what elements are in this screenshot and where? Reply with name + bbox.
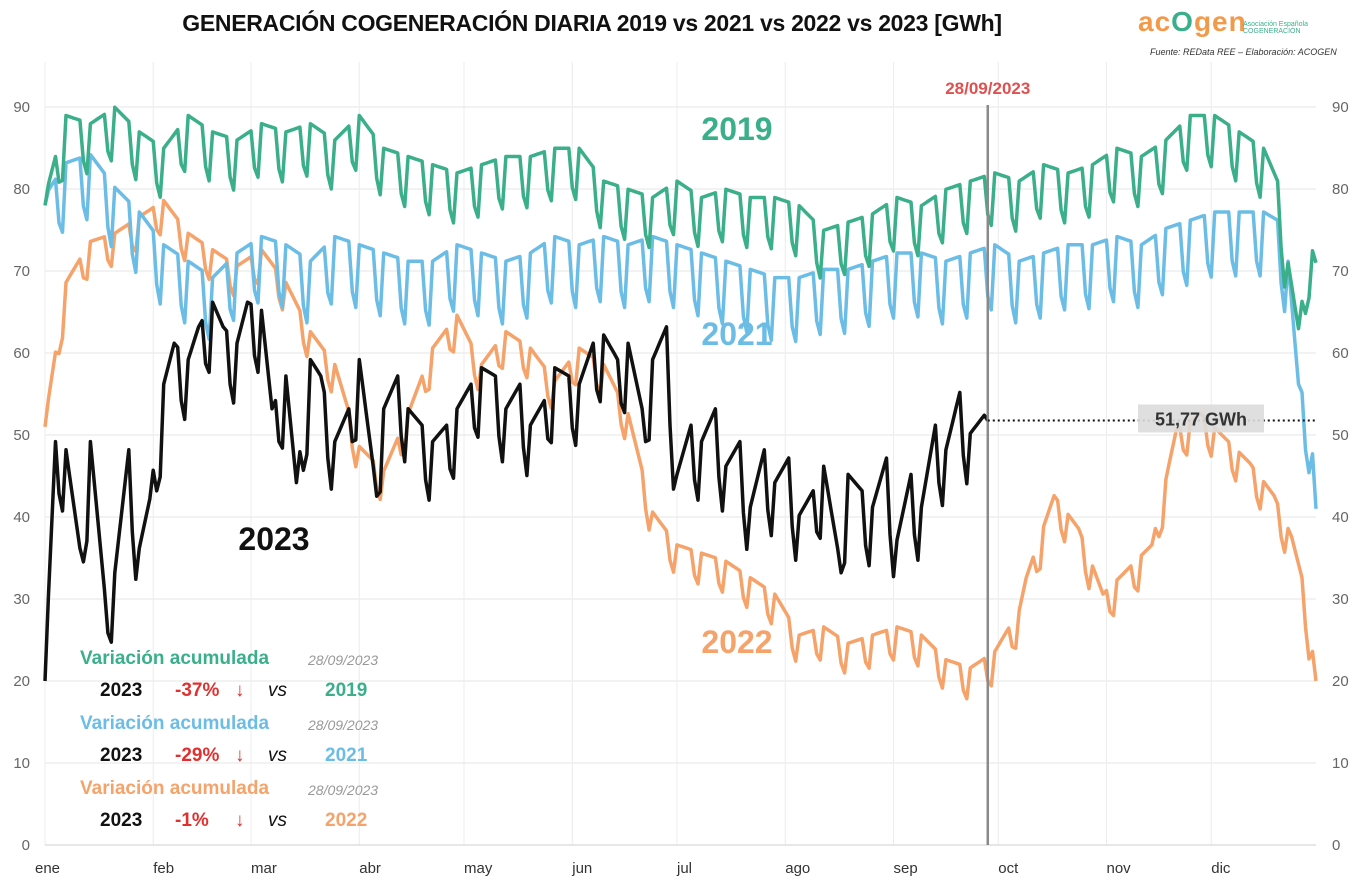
x-tick-label: feb (153, 860, 174, 877)
y-tick-label-right: 10 (1332, 755, 1349, 772)
x-tick-label: nov (1106, 860, 1131, 877)
y-tick-label-right: 80 (1332, 181, 1349, 198)
x-tick-label: oct (998, 860, 1019, 877)
legend-heading-row: Variación acumulada 28/09/2023 (80, 648, 410, 676)
legend-date: 28/09/2023 (308, 782, 379, 798)
y-tick-label-right: 30 (1332, 591, 1349, 608)
y-tick-label-left: 80 (13, 181, 30, 198)
x-tick-label: sep (893, 860, 917, 877)
y-tick-label-left: 60 (13, 345, 30, 362)
acogen-logo: acOgen (1138, 6, 1247, 37)
legend-percentage: -29% (175, 745, 220, 766)
x-tick-label: abr (359, 860, 381, 877)
legend-values-row: 2023 -29% ↓ vs 2021 (80, 741, 410, 771)
x-tick-label: dic (1211, 860, 1231, 877)
source-note: Fuente: REData REE – Elaboración: ACOGEN (1150, 47, 1337, 57)
legend-year: 2023 (100, 810, 143, 831)
legend-vs: vs (268, 745, 287, 766)
legend-compare-year: 2019 (325, 680, 368, 701)
y-tick-label-left: 20 (13, 673, 30, 690)
legend-block: Variación acumulada 28/09/2023 2023 -29% ↓ vs… (80, 713, 410, 771)
y-tick-label-left: 90 (13, 99, 30, 116)
x-axis: ene feb mar abr may jun jul ago sep oct nov dic (35, 860, 1231, 877)
legend-block: Variación acumulada 28/09/2023 2023 -37% ↓ vs… (80, 648, 410, 706)
legend-year: 2023 (100, 680, 143, 701)
legend-compare-year: 2021 (325, 745, 368, 766)
x-tick-label: ago (785, 860, 810, 877)
gridlines (44, 62, 1316, 846)
legend-year: 2023 (100, 745, 143, 766)
series-line-2022 (43, 198, 1318, 701)
y-tick-label-right: 50 (1332, 427, 1349, 444)
legend-values-row: 2023 -1% ↓ vs 2022 (80, 806, 410, 836)
legend-heading-row: Variación acumulada 28/09/2023 (80, 778, 410, 806)
down-arrow-icon: ↓ (235, 680, 245, 701)
legend-compare-year: 2022 (325, 810, 368, 831)
y-axis-right: 0 10 20 30 40 50 60 70 80 90 (1332, 99, 1349, 854)
y-tick-label-left: 10 (13, 755, 30, 772)
y-tick-label-right: 70 (1332, 263, 1349, 280)
x-tick-label: jun (571, 860, 592, 877)
y-tick-label-right: 90 (1332, 99, 1349, 116)
legend-date: 28/09/2023 (308, 652, 379, 668)
x-tick-label: jul (676, 860, 692, 877)
y-tick-label-right: 60 (1332, 345, 1349, 362)
y-axis-left: 0 10 20 30 40 50 60 70 80 90 (13, 99, 30, 854)
series-line-2021 (43, 152, 1318, 509)
x-tick-label: ene (35, 860, 60, 877)
legend-heading: Variación acumulada (80, 778, 270, 799)
legend-block: Variación acumulada 28/09/2023 2023 -1% ↓ vs 2… (80, 778, 410, 836)
legend-vs: vs (268, 810, 287, 831)
y-tick-label-left: 0 (22, 837, 30, 854)
legend-percentage: -1% (175, 810, 209, 831)
y-tick-label-right: 0 (1332, 837, 1340, 854)
reference-label-box (1138, 404, 1264, 433)
current-date-label: 28/09/2023 (945, 79, 1030, 98)
chart-title: GENERACIÓN COGENERACIÓN DIARIA 2019 vs 2… (182, 10, 1002, 36)
series-label-2021: 2021 (701, 316, 772, 352)
y-tick-label-left: 70 (13, 263, 30, 280)
y-tick-label-left: 40 (13, 509, 30, 526)
y-tick-label-left: 30 (13, 591, 30, 608)
y-tick-label-right: 40 (1332, 509, 1349, 526)
y-tick-label-left: 50 (13, 427, 30, 444)
series-label-2019: 2019 (701, 111, 772, 147)
logo-subtitle: Asociación Española COGENERACIÓN (1243, 21, 1308, 35)
x-tick-label: mar (251, 860, 277, 877)
reference-label: 51,77 GWh (1155, 409, 1247, 429)
legend-date: 28/09/2023 (308, 717, 379, 733)
legend-percentage: -37% (175, 680, 220, 701)
y-tick-label-right: 20 (1332, 673, 1349, 690)
series-line-2019 (43, 105, 1318, 331)
legend-heading: Variación acumulada (80, 648, 270, 669)
legend-values-row: 2023 -37% ↓ vs 2019 (80, 676, 410, 706)
series-label-2023: 2023 (238, 521, 309, 557)
series-lines (43, 105, 1318, 701)
legend-vs: vs (268, 680, 287, 701)
legend-heading: Variación acumulada (80, 713, 270, 734)
legend-heading-row: Variación acumulada 28/09/2023 (80, 713, 410, 741)
series-label-2022: 2022 (701, 624, 772, 660)
down-arrow-icon: ↓ (235, 745, 245, 766)
annotations: 28/09/2023 51,77 GWh 2019 2021 2022 2023 (238, 79, 1316, 845)
down-arrow-icon: ↓ (235, 810, 245, 831)
x-tick-label: may (464, 860, 493, 877)
series-line-2023 (43, 300, 990, 682)
